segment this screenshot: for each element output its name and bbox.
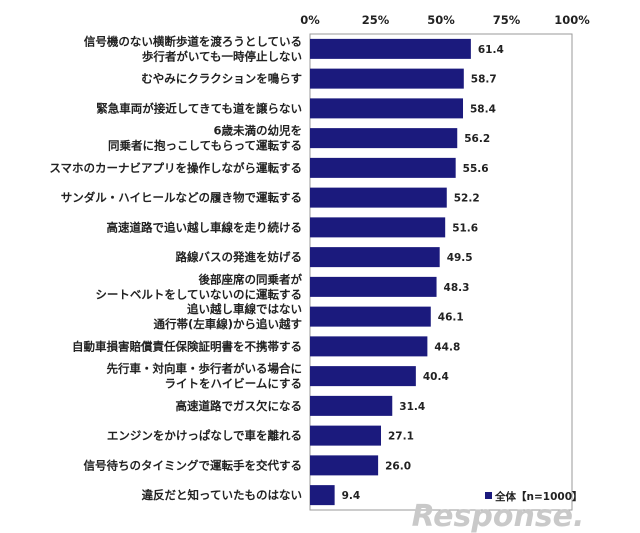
- plot-area: [309, 33, 573, 511]
- value-label: 52.2: [454, 193, 480, 205]
- category-label: 通行帯(左車線)から追い越す: [153, 317, 302, 331]
- category-label: 高速道路で追い越し車線を走り続ける: [107, 220, 303, 234]
- bar: [310, 485, 335, 506]
- category-label: サンダル・ハイヒールなどの履き物で運転する: [61, 191, 302, 205]
- category-label: ライトをハイビームにする: [164, 377, 302, 391]
- bar: [310, 276, 437, 297]
- value-label: 48.3: [444, 282, 470, 294]
- category-label: 自動車損害賠償責任保険証明書を不携帯する: [72, 339, 302, 353]
- category-label: エンジンをかけっぱなしで車を離れる: [107, 429, 302, 443]
- bar: [310, 128, 458, 149]
- value-label: 51.6: [452, 222, 478, 234]
- category-label: 信号機のない横断歩道を渡ろうとしている: [84, 34, 302, 48]
- category-label: 6歳未満の幼児を: [213, 124, 302, 138]
- value-label: 46.1: [438, 312, 464, 324]
- bar: [310, 187, 447, 208]
- x-tick-label: 100%: [554, 13, 590, 27]
- legend: 全体【n=1000】: [485, 490, 583, 503]
- bar: [310, 217, 446, 238]
- bar: [310, 425, 382, 446]
- category-label: むやみにクラクションを鳴らす: [141, 72, 302, 86]
- bar: [310, 247, 440, 268]
- bar: [310, 366, 416, 387]
- bar: [310, 455, 379, 476]
- category-label: 追い越し車線ではない: [187, 302, 302, 316]
- category-label: 信号待ちのタイミングで運転手を交代する: [84, 458, 303, 472]
- category-label: 違反だと知っていたものはない: [142, 488, 302, 502]
- value-label: 26.0: [385, 460, 411, 472]
- value-label: 40.4: [423, 371, 449, 383]
- category-label: 先行車・対向車・歩行者がいる場合に: [107, 362, 303, 376]
- category-label: スマホのカーナビアプリを操作しながら運転する: [49, 161, 302, 175]
- value-label: 44.8: [434, 341, 460, 353]
- value-label: 9.4: [342, 490, 361, 502]
- x-tick-label: 50%: [427, 13, 455, 27]
- category-label: 路線バスの発進を妨げる: [176, 250, 303, 264]
- bar: [310, 336, 428, 357]
- bar: [310, 98, 464, 119]
- value-label: 55.6: [463, 163, 489, 175]
- legend-label: 全体【n=1000】: [494, 490, 583, 503]
- category-label: 歩行者がいても一時停止しない: [142, 49, 302, 63]
- value-label: 49.5: [447, 252, 473, 264]
- bar: [310, 395, 393, 416]
- bar: [310, 38, 471, 59]
- value-label: 31.4: [399, 401, 425, 413]
- x-tick-label: 0%: [300, 13, 320, 27]
- value-label: 56.2: [464, 133, 490, 145]
- x-tick-label: 25%: [362, 13, 390, 27]
- bar: [310, 306, 431, 327]
- value-label: 58.7: [471, 74, 497, 86]
- category-label: 後部座席の同乗者が: [199, 272, 303, 286]
- watermark-logo: Response.: [412, 499, 585, 533]
- value-label: 58.4: [470, 103, 496, 115]
- category-label: 高速道路でガス欠になる: [176, 399, 303, 413]
- category-label: シートベルトをしていないのに運転する: [95, 287, 302, 301]
- value-label: 61.4: [478, 44, 504, 56]
- bar: [310, 68, 464, 89]
- legend-swatch: [485, 492, 492, 499]
- category-label: 緊急車両が接近してきても道を譲らない: [96, 101, 302, 115]
- category-label: 同乗者に抱っこしてもらって運転する: [108, 139, 302, 153]
- value-label: 27.1: [388, 431, 414, 443]
- x-tick-label: 75%: [493, 13, 521, 27]
- bar: [310, 157, 456, 178]
